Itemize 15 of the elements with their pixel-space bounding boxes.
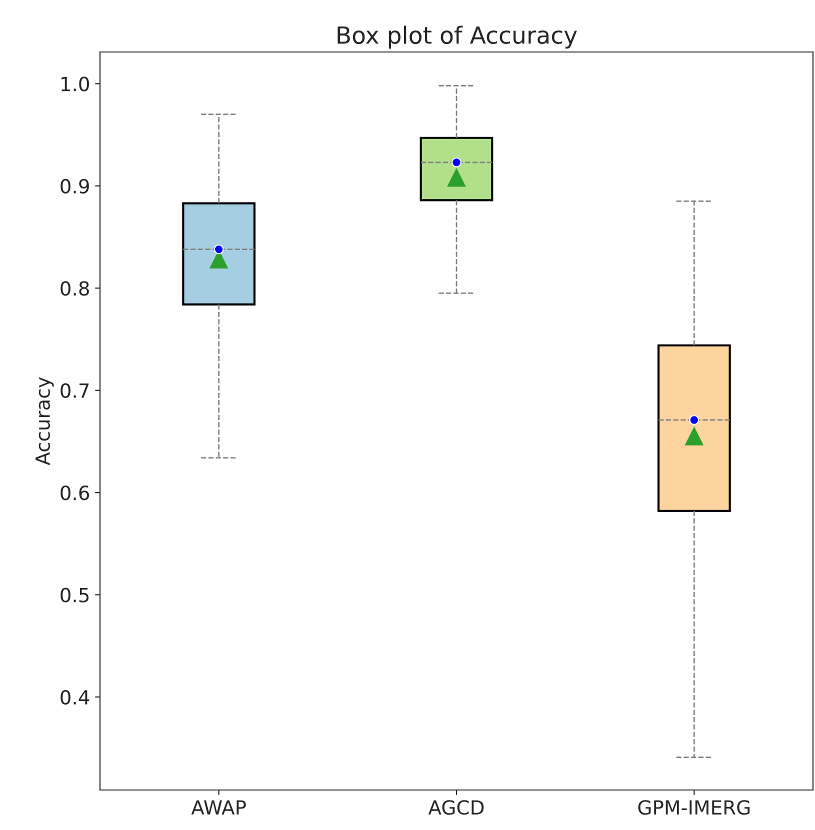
y-axis-title: Accuracy (36, 377, 54, 466)
x-tick-label: AGCD (428, 800, 484, 815)
chart-title: Box plot of Accuracy (338, 26, 577, 49)
y-tick-label: 1.0 (61, 76, 89, 92)
x-tick-label: AWAP (191, 800, 246, 814)
point (214, 244, 224, 254)
y-tick-label: 0.6 (60, 486, 90, 500)
y-tick-label: 0.8 (60, 281, 89, 296)
y-tick-label: 0.7 (60, 383, 89, 398)
y-tick-label: 0.5 (60, 588, 89, 602)
point (452, 157, 462, 168)
y-tick-label: 0.4 (60, 690, 90, 705)
y-tick-label: 0.9 (60, 178, 89, 194)
point (689, 415, 700, 425)
x-tick-label: GPM-IMERG (638, 800, 750, 815)
